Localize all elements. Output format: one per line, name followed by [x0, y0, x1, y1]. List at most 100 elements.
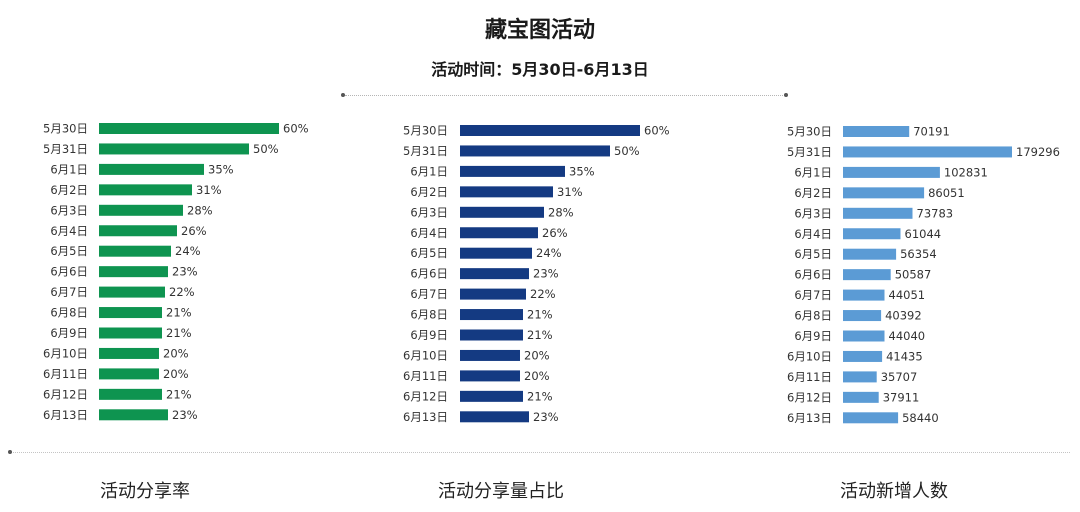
value-label: 44040	[889, 329, 926, 343]
category-label: 6月8日	[410, 308, 448, 322]
value-label: 41435	[886, 349, 923, 363]
category-label: 6月6日	[410, 267, 448, 281]
value-label: 31%	[557, 185, 583, 199]
category-label: 6月11日	[787, 370, 832, 384]
value-label: 73783	[917, 206, 954, 220]
bar	[99, 184, 192, 196]
category-label: 6月11日	[403, 369, 448, 383]
value-label: 60%	[283, 122, 309, 136]
category-label: 6月12日	[403, 389, 448, 403]
value-label: 21%	[527, 308, 553, 322]
category-label: 5月31日	[787, 145, 832, 159]
bar	[460, 288, 526, 300]
category-label: 6月4日	[50, 224, 88, 238]
bar	[99, 123, 279, 134]
value-label: 102831	[944, 165, 988, 179]
value-label: 21%	[166, 387, 192, 401]
value-label: 37911	[883, 390, 920, 404]
value-label: 24%	[536, 246, 562, 260]
bar	[460, 309, 523, 321]
category-label: 5月31日	[43, 142, 88, 156]
bar	[460, 349, 520, 361]
bar	[460, 370, 520, 382]
category-label: 6月10日	[43, 346, 88, 360]
bar	[843, 146, 1012, 158]
category-label: 6月13日	[403, 410, 448, 424]
category-label: 6月1日	[410, 164, 448, 178]
bar	[460, 247, 532, 259]
divider-dot-bottom	[8, 450, 12, 454]
value-label: 23%	[533, 410, 559, 424]
value-label: 179296	[1016, 145, 1060, 159]
category-label: 6月2日	[794, 186, 832, 200]
bar	[843, 310, 882, 322]
category-label: 6月13日	[43, 408, 88, 422]
bar	[99, 409, 168, 421]
category-label: 6月1日	[794, 165, 832, 179]
bar	[460, 145, 610, 157]
bar	[99, 307, 162, 319]
bar	[460, 186, 553, 198]
value-label: 40392	[885, 309, 922, 323]
category-label: 6月7日	[50, 285, 88, 299]
category-label: 5月30日	[43, 122, 88, 136]
category-label: 6月4日	[410, 226, 448, 240]
value-label: 26%	[542, 226, 568, 240]
bar	[99, 204, 183, 216]
value-label: 35%	[208, 162, 234, 176]
category-label: 6月9日	[410, 328, 448, 342]
bar	[460, 268, 529, 280]
category-label: 6月9日	[794, 329, 832, 343]
bar	[99, 163, 204, 175]
bar	[99, 388, 162, 400]
bar	[99, 266, 168, 278]
category-label: 6月2日	[410, 185, 448, 199]
value-label: 50587	[895, 268, 932, 282]
bar	[99, 347, 159, 359]
bar	[843, 248, 897, 260]
value-label: 21%	[166, 306, 192, 320]
bar	[460, 206, 544, 218]
bar	[843, 228, 901, 240]
value-label: 70191	[913, 125, 950, 139]
category-label: 6月3日	[794, 206, 832, 220]
caption-new-users: 活动新增人数	[840, 481, 948, 502]
value-label: 24%	[175, 244, 201, 258]
top-divider	[345, 95, 785, 96]
category-label: 6月11日	[43, 367, 88, 381]
bar	[843, 412, 899, 424]
category-label: 6月10日	[403, 348, 448, 362]
category-label: 6月1日	[50, 162, 88, 176]
value-label: 21%	[527, 328, 553, 342]
bar	[843, 187, 925, 199]
value-label: 31%	[196, 183, 222, 197]
value-label: 50%	[253, 142, 279, 156]
value-label: 28%	[548, 205, 574, 219]
bar	[843, 289, 885, 301]
category-label: 6月9日	[50, 326, 88, 340]
divider-dot-left	[341, 93, 345, 97]
value-label: 20%	[163, 367, 189, 381]
category-label: 6月4日	[794, 227, 832, 241]
category-label: 6月7日	[794, 288, 832, 302]
category-label: 6月3日	[50, 203, 88, 217]
value-label: 86051	[928, 186, 965, 200]
category-label: 5月30日	[403, 124, 448, 138]
value-label: 58440	[902, 411, 939, 425]
value-label: 23%	[172, 408, 198, 422]
bar	[843, 391, 879, 403]
bar	[99, 327, 162, 339]
bar	[460, 227, 538, 239]
value-label: 21%	[166, 326, 192, 340]
value-label: 50%	[614, 144, 640, 158]
value-label: 35%	[569, 164, 595, 178]
bar	[460, 390, 523, 402]
category-label: 6月5日	[50, 244, 88, 258]
bar	[843, 371, 877, 383]
value-label: 22%	[530, 287, 556, 301]
value-label: 35707	[881, 370, 918, 384]
category-label: 6月13日	[787, 411, 832, 425]
bar	[99, 143, 249, 155]
bar	[843, 126, 910, 137]
